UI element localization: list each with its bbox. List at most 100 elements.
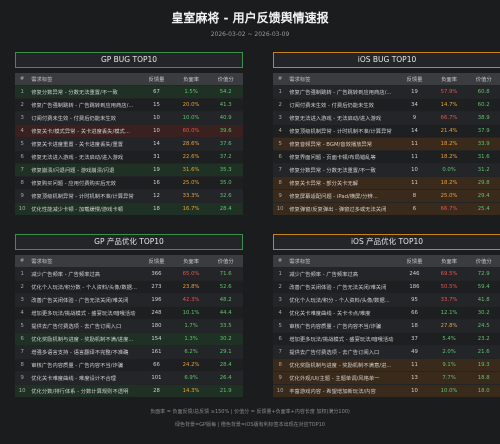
table-row[interactable]: 7 修复崩溃/闪退问题 - 游戏崩溃/闪退 19 31.6% 35.3 — [15, 162, 243, 176]
col-header-tag[interactable]: 需求标签 — [287, 255, 398, 267]
rank-cell: 5 — [273, 318, 288, 332]
rank-cell: 7 — [15, 344, 30, 358]
table-row[interactable]: 6 优化奖励机制与进度 - 奖励机制不满/进度... 154 1.3% 30.2 — [15, 331, 243, 345]
col-header-rank[interactable]: # — [273, 255, 288, 267]
negative-rate-cell: 69.5% — [431, 266, 467, 280]
negative-rate-cell: 66.7% — [431, 110, 467, 124]
tag-cell: 减少广告频率 - 广告频率过高 — [29, 266, 140, 280]
table-row[interactable]: 10 修复弹窗/反复弹出 - 弹窗过多或无法关闭 6 66.7% 25.4 — [273, 201, 500, 215]
table-row[interactable]: 3 订阅付费未生效 - 付费后仍能未生效 10 10.0% 40.9 — [15, 110, 243, 124]
col-header-negative[interactable]: 负面率 — [431, 73, 467, 85]
col-header-tag[interactable]: 需求标签 — [287, 73, 398, 85]
value-score-cell: 30.2 — [466, 305, 500, 319]
col-header-value[interactable]: 价值分 — [466, 73, 500, 85]
table-row[interactable]: 5 修复关卡进度重置 - 关卡进度丢失/重置 14 28.6% 37.6 — [15, 136, 243, 150]
value-score-cell: 29.1 — [208, 344, 243, 358]
table-row[interactable]: 7 修复分数异常 - 分数无法重置/不一致 10 0.0% 31.2 — [273, 162, 500, 176]
table-row[interactable]: 2 订阅付费未生效 - 付费后仍能未生效 34 14.7% 60.2 — [273, 97, 500, 111]
table-row[interactable]: 1 修复广告强制跳转 - 广告跳转到应用商店/... 19 57.9% 60.8 — [273, 84, 500, 98]
table-row[interactable]: 9 优化关卡难度曲线 - 难度设计不合理 101 6.9% 26.4 — [15, 370, 243, 384]
table-row[interactable]: 2 优化个人玩法/积分数 - 个人资料/头像/数据... 273 23.8% 52.6 — [15, 279, 243, 293]
table-row[interactable]: 3 优化个人玩法/积分 - 个人资料/头像/数据... 95 33.7% 41.8 — [273, 292, 500, 306]
negative-rate-cell: 2.0% — [431, 344, 467, 358]
tag-cell: 修复顶级机制异常 - 计时机制不准/计算异常 — [287, 123, 398, 137]
table-row[interactable]: 8 优化奖励机制与进度 - 奖励机制不满意/进... 11 9.1% 19.3 — [273, 357, 500, 371]
col-header-tag[interactable]: 需求标签 — [29, 255, 140, 267]
table-row[interactable]: 6 修复界面问题 - 页面卡顿/布局错乱等 11 18.2% 31.6 — [273, 149, 500, 163]
col-header-negative[interactable]: 负面率 — [173, 255, 209, 267]
table-row[interactable]: 8 审核广告内容质量 - 广告内容不当/诈骗 66 24.2% 28.4 — [15, 357, 243, 371]
table-row[interactable]: 1 减少广告频率 - 广告频率过高 366 65.0% 71.6 — [15, 266, 243, 280]
table-row[interactable]: 9 修复顶级机制异常 - 计时机制不准/计算异常 12 33.3% 32.6 — [15, 188, 243, 202]
col-header-value[interactable]: 价值分 — [208, 255, 243, 267]
value-score-cell: 24.5 — [466, 318, 500, 332]
table-row[interactable]: 8 修复购买问题 - 应用付费购买后无效 16 25.0% 35.0 — [15, 175, 243, 189]
table-row[interactable]: 2 改善广告关闭体验 - 广告无法关闭/难关闭 186 50.5% 59.4 — [273, 279, 500, 293]
volume-cell: 12 — [139, 188, 174, 202]
value-score-cell: 33.5 — [208, 318, 243, 332]
panel-title: iOS 产品优化 TOP10 — [273, 234, 500, 250]
col-header-rank[interactable]: # — [15, 73, 30, 85]
value-score-cell: 72.9 — [466, 266, 500, 280]
table-row[interactable]: 7 增强多语言支持 - 语言翻译不完整/不准确 161 6.2% 29.1 — [15, 344, 243, 358]
value-score-cell: 29.4 — [466, 188, 500, 202]
table-row[interactable]: 6 增加更多玩法/挑战模式 - 盛宴玩法/暗哦活动 37 5.4% 23.2 — [273, 331, 500, 345]
table-row[interactable]: 5 审核广告内容质量 - 广告内容不当/诈骗 18 27.8% 24.5 — [273, 318, 500, 332]
col-header-value[interactable]: 价值分 — [208, 73, 243, 85]
table-row[interactable]: 4 修复顶级机制异常 - 计时机制不准/计算异常 14 21.4% 37.9 — [273, 123, 500, 137]
tag-cell: 优化个人玩法/积分 - 个人资料/头像/数据... — [287, 292, 398, 306]
volume-cell: 66 — [397, 305, 432, 319]
table-row[interactable]: 10 优化性能减少卡顿 - 加载缓慢/游戏卡顿 18 16.7% 28.4 — [15, 201, 243, 215]
col-header-volume[interactable]: 反馈量 — [139, 255, 174, 267]
table-row[interactable]: 6 修复无法进入游戏 - 无法启动/进入游戏 31 22.6% 37.2 — [15, 149, 243, 163]
table-row[interactable]: 5 提供去广告付费选项 - 去广告订阅入口 180 1.7% 33.5 — [15, 318, 243, 332]
value-score-cell: 21.9 — [208, 383, 243, 397]
volume-cell: 8 — [397, 188, 432, 202]
rank-cell: 10 — [273, 201, 288, 215]
value-score-cell: 44.4 — [208, 305, 243, 319]
table-row[interactable]: 1 修复分数异常 - 分数无法重置/不一致 67 1.5% 54.2 — [15, 84, 243, 98]
tag-cell: 增加更多玩法/挑战模式 - 盛宴玩法/暗哦活动 — [287, 331, 398, 345]
col-header-rank[interactable]: # — [273, 73, 288, 85]
col-header-rank[interactable]: # — [15, 255, 30, 267]
tag-cell: 修复关卡进度重置 - 关卡进度丢失/重置 — [29, 136, 140, 150]
negative-rate-cell: 18.2% — [431, 136, 467, 150]
col-header-negative[interactable]: 负面率 — [431, 255, 467, 267]
table-row[interactable]: 4 优化关卡难度曲线 - 关卡卡点/难度 66 12.1% 30.2 — [273, 305, 500, 319]
table-row[interactable]: 10 优化分数/排行体系 - 分数计算规则不透明 28 14.3% 21.9 — [15, 383, 243, 397]
table-row[interactable]: 8 修复关卡异常 - 部分关卡无解 11 18.2% 29.8 — [273, 175, 500, 189]
feedback-table: # 需求标签 反馈量 负面率 价值分 1 修复广告强制跳转 - 广告跳转到应用商店/... 1… — [273, 73, 500, 215]
rank-cell: 2 — [273, 279, 288, 293]
table-row[interactable]: 5 修复音频异常 - BGM/音效播放异常 11 18.2% 33.9 — [273, 136, 500, 150]
col-header-tag[interactable]: 需求标签 — [29, 73, 140, 85]
col-header-negative[interactable]: 负面率 — [173, 73, 209, 85]
table-row[interactable]: 4 修复关卡/模式异常 - 关卡进度丢失/模式... 10 60.0% 39.6 — [15, 123, 243, 137]
col-header-volume[interactable]: 反馈量 — [139, 73, 174, 85]
col-header-value[interactable]: 价值分 — [466, 255, 500, 267]
value-score-cell: 60.8 — [466, 84, 500, 98]
negative-rate-cell: 1.3% — [173, 331, 209, 345]
table-row[interactable]: 4 增加更多玩法/挑战模式 - 盛宴玩法/暗哦活动 248 10.1% 44.4 — [15, 305, 243, 319]
tag-cell: 减少广告频率 - 广告频率过高 — [287, 266, 398, 280]
volume-cell: 37 — [397, 331, 432, 345]
table-row[interactable]: 3 修复无法进入游戏 - 无法启动/进入游戏 9 66.7% 38.9 — [273, 110, 500, 124]
volume-cell: 18 — [139, 201, 174, 215]
col-header-volume[interactable]: 反馈量 — [397, 255, 432, 267]
table-row[interactable]: 1 减少广告频率 - 广告频率过高 246 69.5% 72.9 — [273, 266, 500, 280]
tag-cell: 增强多语言支持 - 语言翻译不完整/不准确 — [29, 344, 140, 358]
tag-cell: 丰富游戏内容 - 希望增加新玩法/内容 — [287, 383, 398, 397]
tag-cell: 修复顶级机制异常 - 计时机制不准/计算异常 — [29, 188, 140, 202]
table-row[interactable]: 9 修复屏幕适配问题 - iPad/横屏/分辨... 8 25.0% 29.4 — [273, 188, 500, 202]
value-score-cell: 48.2 — [208, 292, 243, 306]
tag-cell: 优化个人玩法/积分数 - 个人资料/头像/数据... — [29, 279, 140, 293]
table-row[interactable]: 7 提供去广告付费选项 - 去广告订阅入口 49 2.0% 21.6 — [273, 344, 500, 358]
table-row[interactable]: 3 改善广告关闭体验 - 广告无法关闭/难关闭 196 42.3% 48.2 — [15, 292, 243, 306]
tag-cell: 修复广告强制跳转 - 广告跳转到应用商店/... — [29, 97, 140, 111]
table-row[interactable]: 9 优化外观/UI/主题 - 主题单调/风格单一 13 7.7% 18.8 — [273, 370, 500, 384]
negative-rate-cell: 24.2% — [173, 357, 209, 371]
negative-rate-cell: 28.6% — [173, 136, 209, 150]
table-row[interactable]: 10 丰富游戏内容 - 希望增加新玩法/内容 10 10.0% 18.0 — [273, 383, 500, 397]
col-header-volume[interactable]: 反馈量 — [397, 73, 432, 85]
table-row[interactable]: 2 修复广告强制跳转 - 广告跳转到应用商店/... 15 20.0% 41.3 — [15, 97, 243, 111]
rank-cell: 10 — [15, 383, 30, 397]
